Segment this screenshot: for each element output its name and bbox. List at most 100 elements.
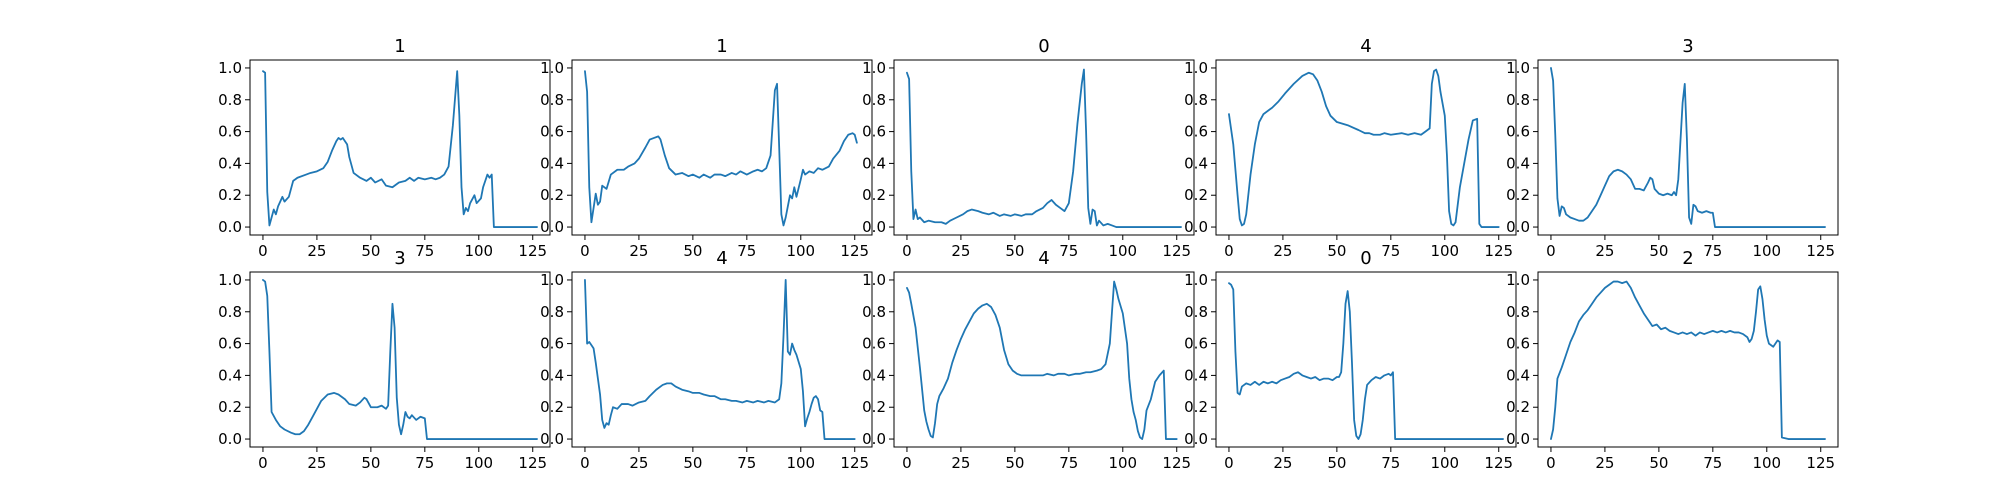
subplot-6: 3 0 25 50 75 100 125 0.0 0.2 0.4 0.6 0.8 1.0 xyxy=(218,248,551,472)
x-tick-label: 50 xyxy=(1649,242,1668,260)
subplot-3: 0 0 25 50 75 100 125 0.0 0.2 0.4 0.6 0.8 1.0 xyxy=(862,36,1195,260)
subplot-title: 0 xyxy=(1038,36,1049,57)
y-tick-label: 0.8 xyxy=(540,91,564,109)
y-tick-label: 0.8 xyxy=(1184,91,1208,109)
x-tick-label: 0 xyxy=(1546,242,1556,260)
x-tick-label: 25 xyxy=(1273,454,1292,472)
y-tick-label: 0.2 xyxy=(1506,186,1530,204)
y-tick-label: 1.0 xyxy=(540,271,564,289)
subplot-title: 1 xyxy=(716,36,727,57)
x-tick-label: 75 xyxy=(737,454,756,472)
series-line xyxy=(1228,282,1504,440)
y-tick-label: 0.2 xyxy=(862,186,886,204)
x-tick-label: 100 xyxy=(464,242,493,260)
y-tick-label: 1.0 xyxy=(1184,59,1208,77)
x-tick-label: 75 xyxy=(415,454,434,472)
axes-frame xyxy=(893,59,1195,236)
x-tick-label: 125 xyxy=(1484,242,1513,260)
x-tick-label: 75 xyxy=(1059,454,1078,472)
x-tick-label: 25 xyxy=(1595,242,1614,260)
y-tick-label: 1.0 xyxy=(218,271,242,289)
x-tick-label: 25 xyxy=(629,242,648,260)
y-tick-label: 1.0 xyxy=(1184,271,1208,289)
x-tick-label: 100 xyxy=(1752,242,1781,260)
x-tick-label: 125 xyxy=(1806,242,1835,260)
x-tick-label: 100 xyxy=(1430,454,1459,472)
y-tick-label: 0.8 xyxy=(540,303,564,321)
y-tick-label: 0.8 xyxy=(1506,91,1530,109)
axes-frame xyxy=(571,271,873,448)
y-tick-label: 0.6 xyxy=(1506,335,1530,353)
x-tick-label: 125 xyxy=(1484,454,1513,472)
x-tick-label: 25 xyxy=(1273,242,1292,260)
y-tick-label: 0.0 xyxy=(540,430,564,448)
x-tick-label: 25 xyxy=(951,454,970,472)
y-tick-label: 0.8 xyxy=(218,303,242,321)
subplot-title: 0 xyxy=(1360,248,1371,269)
subplot-5: 3 0 25 50 75 100 125 0.0 0.2 0.4 0.6 0.8 1.0 xyxy=(1506,36,1839,260)
series-line xyxy=(584,279,856,440)
x-tick-label: 100 xyxy=(786,242,815,260)
y-tick-label: 0.4 xyxy=(862,154,886,172)
y-tick-label: 0.4 xyxy=(540,366,564,384)
y-tick-label: 0.8 xyxy=(218,91,242,109)
series-line xyxy=(584,70,858,227)
y-tick-label: 0.6 xyxy=(540,123,564,141)
y-tick-label: 0.4 xyxy=(1184,154,1208,172)
series-line xyxy=(1550,67,1826,228)
subplot-9: 0 0 25 50 75 100 125 0.0 0.2 0.4 0.6 0.8 1.0 xyxy=(1184,248,1517,472)
y-tick-label: 0.2 xyxy=(218,398,242,416)
x-tick-label: 125 xyxy=(840,242,869,260)
x-tick-label: 25 xyxy=(1595,454,1614,472)
x-tick-label: 0 xyxy=(1224,242,1234,260)
x-tick-label: 50 xyxy=(683,242,702,260)
x-tick-label: 75 xyxy=(1059,242,1078,260)
y-tick-label: 0.4 xyxy=(1184,366,1208,384)
y-tick-label: 0.2 xyxy=(540,398,564,416)
y-tick-label: 1.0 xyxy=(218,59,242,77)
y-tick-label: 1.0 xyxy=(862,271,886,289)
y-tick-label: 0.2 xyxy=(862,398,886,416)
y-tick-label: 0.2 xyxy=(540,186,564,204)
series-line xyxy=(906,68,1182,228)
y-tick-label: 0.4 xyxy=(218,366,242,384)
axes-frame xyxy=(571,59,873,236)
x-tick-label: 125 xyxy=(1162,242,1191,260)
x-tick-label: 125 xyxy=(518,242,547,260)
x-tick-label: 100 xyxy=(1752,454,1781,472)
y-tick-label: 0.0 xyxy=(1184,218,1208,236)
y-tick-label: 0.2 xyxy=(218,186,242,204)
x-tick-label: 50 xyxy=(683,454,702,472)
y-tick-label: 0.0 xyxy=(1184,430,1208,448)
x-tick-label: 50 xyxy=(1005,454,1024,472)
y-tick-label: 0.0 xyxy=(218,218,242,236)
axes-frame xyxy=(249,59,551,236)
y-tick-label: 0.8 xyxy=(862,303,886,321)
y-tick-label: 0.0 xyxy=(862,218,886,236)
series-line xyxy=(1228,68,1500,228)
y-tick-label: 0.2 xyxy=(1506,398,1530,416)
y-tick-label: 1.0 xyxy=(1506,271,1530,289)
axes-frame xyxy=(1537,271,1839,448)
series-line xyxy=(906,280,1178,440)
x-tick-label: 25 xyxy=(629,454,648,472)
x-tick-label: 50 xyxy=(361,454,380,472)
y-tick-label: 0.8 xyxy=(862,91,886,109)
y-tick-label: 0.2 xyxy=(1184,186,1208,204)
x-tick-label: 100 xyxy=(1108,242,1137,260)
x-tick-label: 75 xyxy=(415,242,434,260)
x-tick-label: 25 xyxy=(307,454,326,472)
axes-frame xyxy=(1215,271,1517,448)
subplot-10: 2 0 25 50 75 100 125 0.0 0.2 0.4 0.6 0.8 1.0 xyxy=(1506,248,1839,472)
x-tick-label: 100 xyxy=(786,454,815,472)
x-tick-label: 125 xyxy=(1162,454,1191,472)
y-tick-label: 0.6 xyxy=(862,335,886,353)
x-tick-label: 75 xyxy=(1381,242,1400,260)
axes-frame xyxy=(1537,59,1839,236)
x-tick-label: 100 xyxy=(464,454,493,472)
y-tick-label: 0.2 xyxy=(1184,398,1208,416)
x-tick-label: 50 xyxy=(1649,454,1668,472)
y-tick-label: 0.6 xyxy=(218,123,242,141)
y-tick-label: 0.6 xyxy=(1506,123,1530,141)
